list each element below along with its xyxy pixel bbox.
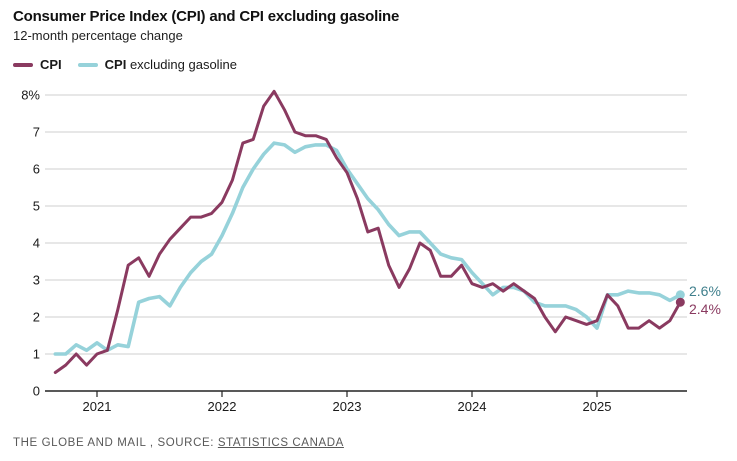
y-axis-label-4: 4 (33, 236, 40, 251)
x-axis-label-2022: 2022 (208, 399, 237, 414)
y-axis-label-2: 2 (33, 310, 40, 325)
legend-label-cpi-ex-gasoline: CPI excluding gasoline (104, 57, 237, 72)
y-axis-label-1: 1 (33, 347, 40, 362)
y-axis-label-8: 8% (21, 88, 40, 103)
cpi-line (53, 89, 682, 374)
source-prefix: THE GLOBE AND MAIL , SOURCE: (13, 437, 218, 449)
y-axis-label-3: 3 (33, 273, 40, 288)
x-axis-label-2024: 2024 (458, 399, 487, 414)
x-axis-label-2021: 2021 (83, 399, 112, 414)
statistics-canada-link[interactable]: STATISTICS CANADA (217, 437, 344, 449)
legend-item-cpi: CPI (13, 57, 62, 72)
cpi-ex-gasoline-line-swatch (77, 62, 98, 67)
y-axis-label-7: 7 (33, 125, 40, 140)
y-axis-label-6: 6 (33, 162, 40, 177)
cpi-line-swatch (13, 62, 33, 67)
legend-label-cpi: CPI (40, 57, 62, 72)
end-label-cpi-excluding-gasoline: 2.6% (689, 283, 721, 299)
legend: CPI CPI excluding gasoline (13, 57, 237, 72)
y-axis-label-5: 5 (33, 199, 40, 214)
source-attribution: THE GLOBE AND MAIL , SOURCE: STATISTICS … (13, 437, 344, 449)
y-axis-label-0: 0 (33, 384, 40, 399)
x-axis-label-2023: 2023 (333, 399, 362, 414)
legend-item-cpi-ex-gasoline: CPI excluding gasoline (77, 57, 237, 72)
cpi-excluding-gasoline-line (53, 141, 683, 356)
cpi-end-dot (675, 297, 685, 307)
chart-title: Consumer Price Index (CPI) and CPI exclu… (13, 8, 400, 25)
chart-subtitle: 12-month percentage change (13, 28, 183, 43)
x-axis-label-2025: 2025 (583, 399, 612, 414)
cpi-excluding-gasoline-end-dot (675, 290, 685, 300)
end-label-cpi: 2.4% (689, 301, 721, 317)
